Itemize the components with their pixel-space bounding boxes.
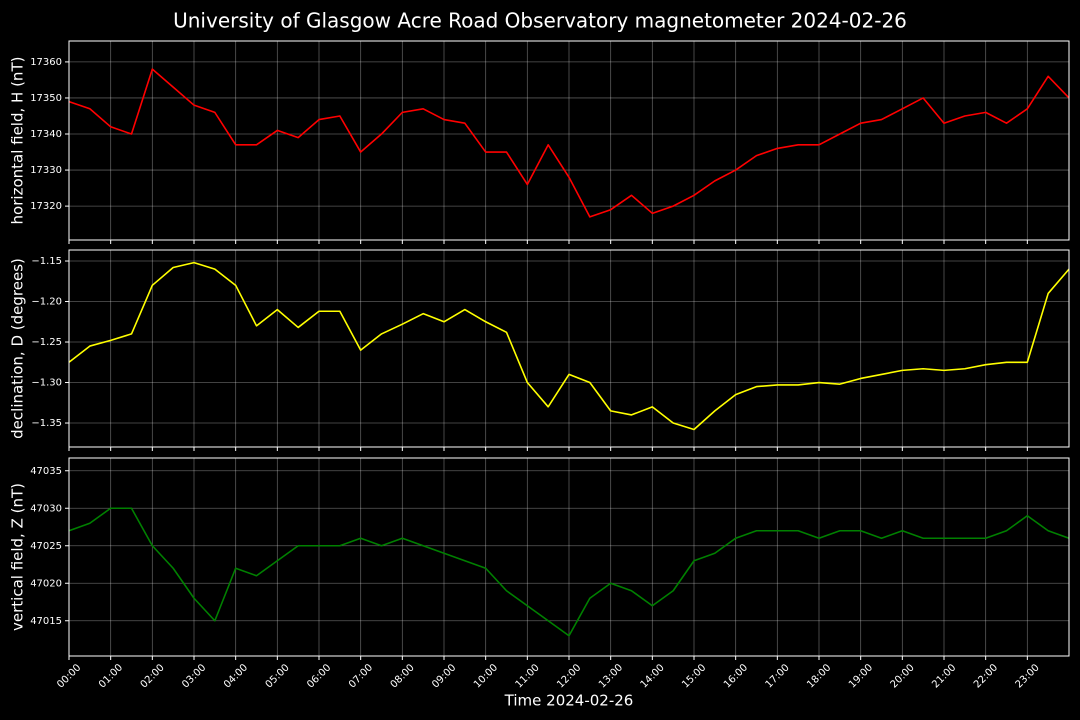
y-tick-label: 47020 xyxy=(30,578,62,589)
y-tick-label: 17350 xyxy=(30,93,62,104)
y-tick-label: −1.20 xyxy=(31,297,62,308)
y-tick-label: 47030 xyxy=(30,503,62,514)
y-axis-label: vertical field, Z (nT) xyxy=(9,483,27,631)
y-axis-label: declination, D (degrees) xyxy=(9,258,27,439)
y-tick-label: 47015 xyxy=(30,616,62,627)
x-axis-label: Time 2024-02-26 xyxy=(504,692,634,710)
y-tick-label: −1.35 xyxy=(31,418,62,429)
y-tick-label: −1.25 xyxy=(31,337,62,348)
panel-frame xyxy=(68,457,1070,657)
y-tick-label: 17320 xyxy=(30,201,62,212)
chart-title: University of Glasgow Acre Road Observat… xyxy=(173,9,907,33)
y-tick-label: 47035 xyxy=(30,466,62,477)
y-tick-label: 17330 xyxy=(30,165,62,176)
data-line xyxy=(68,68,1070,218)
panel-frame xyxy=(68,40,1070,241)
y-tick-label: −1.15 xyxy=(31,256,62,267)
y-tick-label: 17340 xyxy=(30,129,62,140)
y-axis-label: horizontal field, H (nT) xyxy=(9,57,27,225)
data-line xyxy=(68,507,1070,637)
y-tick-label: 47025 xyxy=(30,541,62,552)
data-line xyxy=(68,261,1070,431)
panel-frame xyxy=(68,249,1070,448)
y-tick-label: 17360 xyxy=(30,57,62,68)
y-tick-label: −1.30 xyxy=(31,378,62,389)
